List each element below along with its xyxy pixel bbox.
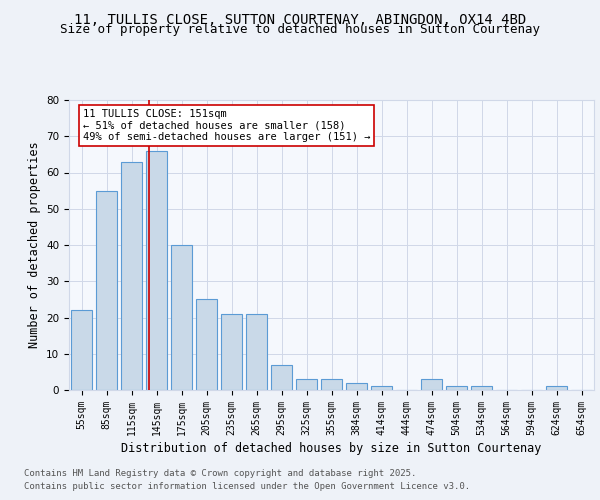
Bar — [446, 386, 467, 390]
Bar — [421, 379, 442, 390]
Y-axis label: Number of detached properties: Number of detached properties — [28, 142, 41, 348]
Text: Size of property relative to detached houses in Sutton Courtenay: Size of property relative to detached ho… — [60, 24, 540, 36]
Bar — [146, 151, 167, 390]
Text: Contains HM Land Registry data © Crown copyright and database right 2025.: Contains HM Land Registry data © Crown c… — [24, 468, 416, 477]
Bar — [96, 190, 117, 390]
Bar — [321, 379, 342, 390]
X-axis label: Distribution of detached houses by size in Sutton Courtenay: Distribution of detached houses by size … — [121, 442, 542, 455]
Text: Contains public sector information licensed under the Open Government Licence v3: Contains public sector information licen… — [24, 482, 470, 491]
Bar — [346, 383, 367, 390]
Bar — [221, 314, 242, 390]
Bar — [121, 162, 142, 390]
Bar — [196, 300, 217, 390]
Bar — [546, 386, 567, 390]
Bar — [171, 245, 192, 390]
Bar — [471, 386, 492, 390]
Text: 11, TULLIS CLOSE, SUTTON COURTENAY, ABINGDON, OX14 4BD: 11, TULLIS CLOSE, SUTTON COURTENAY, ABIN… — [74, 12, 526, 26]
Bar — [271, 364, 292, 390]
Text: 11 TULLIS CLOSE: 151sqm
← 51% of detached houses are smaller (158)
49% of semi-d: 11 TULLIS CLOSE: 151sqm ← 51% of detache… — [83, 109, 370, 142]
Bar — [246, 314, 267, 390]
Bar — [296, 379, 317, 390]
Bar — [371, 386, 392, 390]
Bar — [71, 310, 92, 390]
